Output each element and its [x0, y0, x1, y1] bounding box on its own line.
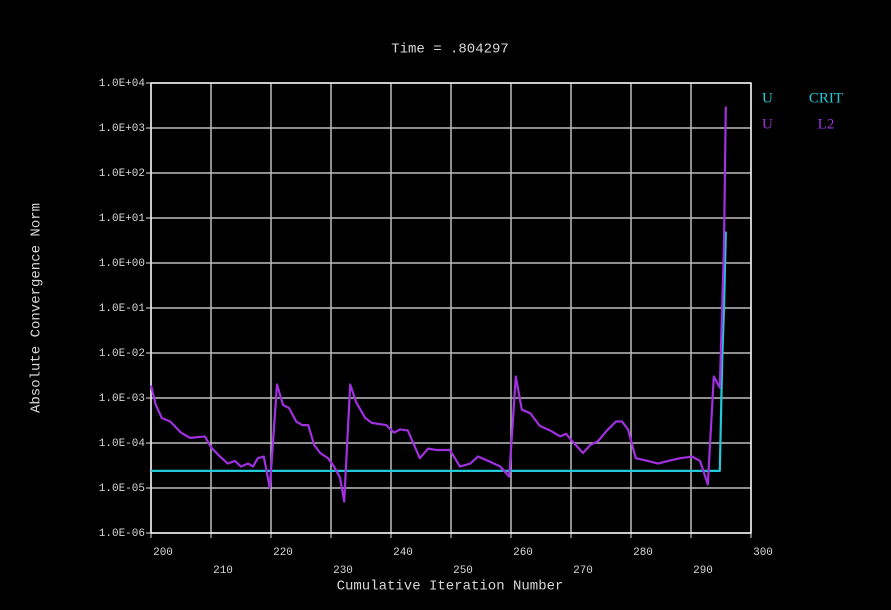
y-tick-label: 1.0E-01 [99, 303, 146, 315]
legend-name: U [762, 90, 773, 106]
x-tick-label: 230 [333, 565, 353, 577]
x-tick-label: 250 [453, 565, 473, 577]
y-tick-label: 1.0E-05 [99, 483, 145, 495]
x-tick-label: 270 [573, 565, 593, 577]
y-tick-label: 1.0E-02 [99, 348, 145, 360]
y-tick-label: 1.0E-03 [99, 393, 145, 405]
y-tick-label: 1.0E-06 [99, 528, 145, 540]
y-tick-label: 1.0E+03 [99, 123, 145, 135]
y-tick-label: 1.0E+00 [99, 258, 145, 270]
legend-component: L2 [818, 116, 835, 132]
x-tick-label: 290 [693, 565, 713, 577]
series-line [149, 106, 727, 503]
y-tick-label: 1.0E+02 [99, 168, 145, 180]
y-axis-label: Absolute Convergence Norm [29, 203, 45, 413]
legend-name: U [762, 116, 773, 132]
x-axis-label: Cumulative Iteration Number [337, 579, 564, 595]
x-tick-label: 280 [633, 547, 653, 559]
y-tick-label: 1.0E-04 [99, 438, 146, 450]
x-tick-label: 240 [393, 547, 413, 559]
chart-title: Time = .804297 [391, 42, 509, 58]
x-tick-label: 200 [153, 547, 173, 559]
series-line [151, 231, 727, 472]
legend-component: CRIT [809, 90, 843, 106]
y-tick-label: 1.0E+04 [99, 78, 146, 90]
x-tick-label: 260 [513, 547, 533, 559]
x-tick-label: 300 [753, 547, 773, 559]
x-tick-label: 210 [213, 565, 233, 577]
x-tick-label: 220 [273, 547, 293, 559]
plot-frame [150, 82, 752, 534]
y-tick-label: 1.0E+01 [99, 213, 146, 225]
